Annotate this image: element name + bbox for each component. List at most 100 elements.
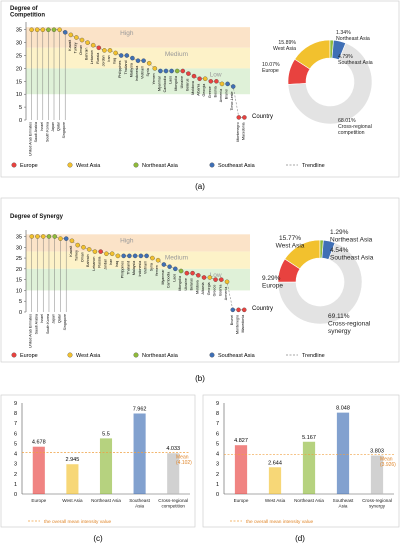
category-label: United Arab Emirates [29,314,33,348]
category-label: Mongolia [178,276,182,291]
y-tick-label: 4 [216,452,219,458]
category-label: Iraq [115,261,119,267]
panel-label-d: (d) [295,534,305,543]
y-tick-label: 0 [19,118,22,124]
competition-scatter: High Medium Low 0 5 10 15 20 25 30 35 Degree of Comp… [10,6,273,156]
bar [268,467,282,494]
category-label: Macedonia [241,315,245,333]
point [167,264,172,269]
category-label: Vietnam [144,261,148,274]
point [62,30,68,35]
category-label: Vietnam [141,66,145,79]
y-tick-label: 3 [14,462,17,468]
category-label: Montenegro [236,122,240,141]
category-label: Qatar [57,121,61,131]
x-tick-label: Cross-regional synergy [362,498,392,508]
x-tick-label: Europe [234,498,249,503]
bar [32,446,45,494]
category-label: Laos [172,274,176,282]
point [197,76,202,81]
point [132,253,138,259]
category-label: Greece [208,86,212,98]
category-label: Georgia [207,282,211,295]
x-tick-label: Cross-regional competition [158,498,188,508]
bar-value-label: 3.803 [370,449,384,455]
legend-label: Europe [20,163,38,169]
point [180,68,186,74]
point [115,253,121,259]
category-label: Qatar [57,313,61,323]
category-label: Moldova [195,280,199,294]
y-tick-label: 0 [216,492,219,498]
y-tick-label: 1 [14,482,17,488]
point [102,48,107,53]
slice-label: 15.77% West Asia [276,235,305,249]
point [81,245,86,250]
category-label: Thailand [124,61,128,75]
point [174,68,180,74]
point [213,277,218,282]
y-tick-label: 20 [16,66,22,72]
legend-swatch [67,352,73,358]
point [219,277,224,282]
category-label: Yemen [152,73,156,84]
point [40,234,46,239]
slice-label: 4.54% Southeast Asia [330,247,374,261]
category-label: Greece [213,285,217,297]
category-label: Israel [40,122,44,131]
point [207,275,213,280]
category-label: Armenia [224,287,228,300]
point [35,234,40,239]
y-tick-label: 1 [216,482,219,488]
point [191,73,197,79]
slice-label: 68.01% Cross-regional competition [338,118,372,136]
category-label: Philippines [118,60,122,78]
bar-value-label: 8.048 [336,406,350,412]
y-tick-label: 25 [16,54,22,60]
bar-value-label: 4.678 [32,440,46,446]
band-label-low: Low [210,272,222,279]
panel-a-frame [0,0,400,178]
point [242,307,247,313]
band-label-low: Low [210,71,222,78]
category-label: Myanmar [157,75,161,91]
y-tick-label: 9 [14,401,17,407]
synergy-bar-chart: 0 1 2 3 4 5 6 7 8 9 4.827 Europe 2.644 West Asia 5.167… [216,401,396,525]
y-tick-label: 15 [16,278,22,284]
point [173,266,178,272]
point [190,270,195,276]
category-label: Israel [40,314,44,323]
point [109,251,115,256]
bar-value-label: 5.167 [302,435,316,441]
bar [167,453,180,494]
category-label: Syria [146,68,150,76]
legend-trend-label: Trendline [302,163,325,169]
slice-cross-regional-competition [287,42,373,125]
band-high [26,27,250,48]
category-label: Singapore [63,314,67,330]
point [34,27,40,32]
bar [370,455,384,494]
category-label: Myanmar [161,269,165,285]
category-label: Syria [149,263,153,271]
bar [302,441,316,494]
y-tick-label: 6 [216,431,219,437]
panel-label-b: (b) [195,374,205,383]
legend-label: Europe [20,353,38,359]
category-label: Kuwait [68,40,72,51]
band-label-medium: Medium [165,255,188,262]
legend-a: Europe West Asia Northeast Asia Southeast A… [11,162,325,169]
category-label: Belarus [190,278,194,290]
point [225,81,230,87]
bar-value-label: 7.962 [133,406,147,412]
point [230,307,236,313]
point [29,234,34,239]
category-label: Saudi Arabia [34,122,38,142]
category-label: Malaysia [129,63,133,77]
bar-value-label: 4.033 [166,446,180,452]
point [152,66,158,71]
point [230,84,236,89]
category-label: Philippines [121,261,125,279]
bar-value-label: 5.5 [102,431,110,437]
category-label: Brunei [230,315,234,326]
